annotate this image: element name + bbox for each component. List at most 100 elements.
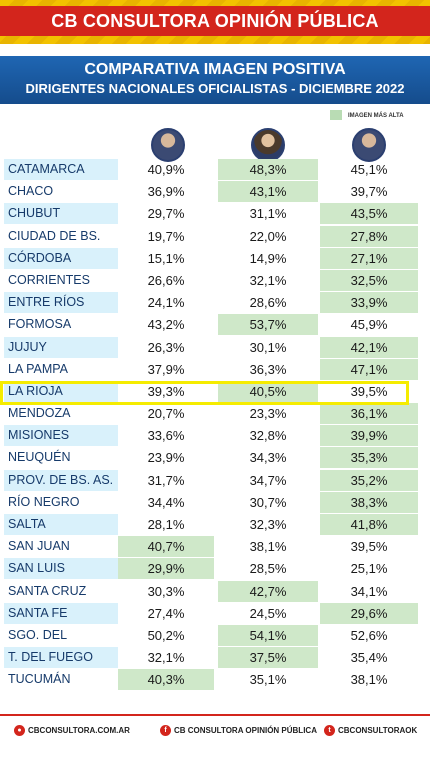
value-cell-3: 38,1% xyxy=(350,672,388,688)
value-cell-1: 31,7% xyxy=(147,472,185,488)
value-cell-3: 39,5% xyxy=(350,539,388,555)
value-cell-3: 43,5% xyxy=(320,203,418,225)
value-cell-1: 40,9% xyxy=(147,162,185,177)
table-row: RÍO NEGRO 34,4% 30,7% 38,3% xyxy=(4,491,418,514)
value-cell-1: 20,7% xyxy=(147,406,185,422)
politician-2-avatar xyxy=(251,128,285,162)
table-row: CATAMARCA 40,9% 48,3% 45,1% xyxy=(4,159,416,181)
value-cell-3: 35,2% xyxy=(320,469,418,491)
value-cell-3: 29,6% xyxy=(320,602,418,624)
chart-subtitle: DIRIGENTES NACIONALES OFICIALISTAS - DIC… xyxy=(25,81,405,96)
table-row: SAN JUAN 40,7% 38,1% 39,5% xyxy=(4,536,416,558)
value-cell-2: 30,1% xyxy=(249,339,287,355)
table-row: SANTA CRUZ 30,3% 42,7% 34,1% xyxy=(4,580,416,603)
value-cell-3: 39,7% xyxy=(350,184,388,200)
table-row: LA RIOJA 39,3% 40,5% 39,5% xyxy=(4,380,416,403)
value-cell-3: 45,1% xyxy=(350,162,388,177)
value-cell-2: 30,7% xyxy=(249,494,287,510)
value-cell-2: 22,0% xyxy=(249,228,287,244)
value-cell-3: 34,1% xyxy=(350,583,388,599)
value-cell-2: 54,1% xyxy=(218,624,318,646)
legend: IMAGEN MÁS ALTA xyxy=(330,110,415,122)
value-cell-2: 40,5% xyxy=(218,380,318,402)
facebook-icon: f xyxy=(160,725,171,737)
province-name: NEUQUÉN xyxy=(8,450,71,465)
province-name: CHACO xyxy=(8,184,54,199)
table-row: PROV. DE BS. AS. 31,7% 34,7% 35,2% xyxy=(4,469,418,492)
value-cell-1: 43,2% xyxy=(147,317,185,333)
province-name: SALTA xyxy=(4,514,118,535)
footer: ● CBCONSULTORA.COM.AR f CB CONSULTORA OPIN… xyxy=(0,714,430,746)
table-row: SALTA 28,1% 32,3% 41,8% xyxy=(4,514,418,536)
footer-twitter-label: CBCONSULTORAOK xyxy=(338,726,418,735)
value-cell-3: 35,4% xyxy=(350,650,388,666)
value-cell-3: 35,3% xyxy=(320,447,418,469)
value-cell-2: 37,5% xyxy=(218,647,318,669)
value-cell-1: 26,6% xyxy=(147,272,185,288)
value-cell-1: 29,7% xyxy=(147,206,185,222)
value-cell-1: 50,2% xyxy=(147,627,185,643)
title-box: COMPARATIVA IMAGEN POSITIVA DIRIGENTES N… xyxy=(0,56,430,104)
legend-label: IMAGEN MÁS ALTA xyxy=(348,113,404,119)
value-cell-3: 39,5% xyxy=(350,383,388,399)
footer-site[interactable]: ● CBCONSULTORA.COM.AR xyxy=(14,716,130,746)
legend-swatch xyxy=(330,110,342,121)
value-cell-2: 31,1% xyxy=(249,206,287,222)
value-cell-3: 38,3% xyxy=(320,491,418,513)
value-cell-1: 27,4% xyxy=(147,605,185,621)
value-cell-2: 14,9% xyxy=(249,250,287,266)
value-cell-3: 27,8% xyxy=(320,225,418,247)
value-cell-3: 47,1% xyxy=(320,358,418,380)
table-row: TUCUMÁN 40,3% 35,1% 38,1% xyxy=(4,669,416,691)
value-cell-1: 26,3% xyxy=(147,339,185,355)
politician-3-avatar xyxy=(352,128,386,162)
value-cell-3: 45,9% xyxy=(350,317,388,333)
politician-1-avatar xyxy=(151,128,185,162)
value-cell-2: 32,8% xyxy=(249,428,287,444)
value-cell-1: 39,3% xyxy=(147,383,185,399)
value-cell-2: 53,7% xyxy=(218,314,318,336)
value-cell-3: 27,1% xyxy=(320,247,418,269)
province-name: RÍO NEGRO xyxy=(8,494,80,509)
twitter-icon: t xyxy=(324,725,335,737)
header-bar: CB CONSULTORA OPINIÓN PÚBLICA xyxy=(0,0,430,44)
table-row: ENTRE RÍOS 24,1% 28,6% 33,9% xyxy=(4,292,418,314)
value-cell-3: 32,5% xyxy=(320,269,418,291)
value-cell-1: 36,9% xyxy=(147,184,185,200)
value-cell-2: 32,3% xyxy=(249,517,287,532)
province-name: SAN JUAN xyxy=(8,539,70,554)
value-cell-1: 32,1% xyxy=(147,650,185,666)
value-cell-1: 30,3% xyxy=(147,583,185,599)
province-name: SANTA CRUZ xyxy=(8,583,87,598)
value-cell-3: 39,9% xyxy=(320,425,418,447)
globe-icon: ● xyxy=(14,725,25,737)
value-cell-3: 33,9% xyxy=(320,292,418,314)
province-name: MISIONES xyxy=(4,425,118,447)
value-cell-2: 35,1% xyxy=(249,672,287,688)
brand-title: CB CONSULTORA OPINIÓN PÚBLICA xyxy=(0,6,430,36)
table-row: FORMOSA 43,2% 53,7% 45,9% xyxy=(4,314,416,336)
value-cell-2: 38,1% xyxy=(249,539,287,555)
footer-facebook[interactable]: f CB CONSULTORA OPINIÓN PÚBLICA xyxy=(160,716,317,746)
value-cell-3: 36,1% xyxy=(320,403,418,425)
table-row: CÓRDOBA 15,1% 14,9% 27,1% xyxy=(4,247,418,270)
value-cell-3: 41,8% xyxy=(320,514,418,535)
province-name: SANTA FE xyxy=(4,602,118,624)
value-cell-1: 33,6% xyxy=(147,428,185,444)
value-cell-2: 43,1% xyxy=(218,181,318,203)
value-cell-1: 23,9% xyxy=(147,450,185,466)
table-row: MENDOZA 20,7% 23,3% 36,1% xyxy=(4,403,418,425)
table-row: CIUDAD DE BS. AS. 19,7% 22,0% 27,8% xyxy=(4,225,418,264)
table-row: SANTA FE 27,4% 24,5% 29,6% xyxy=(4,602,418,625)
province-name: FORMOSA xyxy=(8,317,72,332)
province-name: LA RIOJA xyxy=(4,380,118,402)
value-cell-1: 29,9% xyxy=(118,558,214,580)
footer-twitter[interactable]: t CBCONSULTORAOK xyxy=(324,716,417,746)
value-cell-2: 34,3% xyxy=(249,450,287,466)
chart-title: COMPARATIVA IMAGEN POSITIVA xyxy=(84,61,346,78)
value-cell-1: 15,1% xyxy=(147,250,185,266)
value-cell-1: 37,9% xyxy=(147,361,185,377)
value-cell-1: 19,7% xyxy=(147,228,185,244)
province-name: MENDOZA xyxy=(8,406,71,421)
province-name: SGO. DEL ESTERO xyxy=(8,627,67,663)
